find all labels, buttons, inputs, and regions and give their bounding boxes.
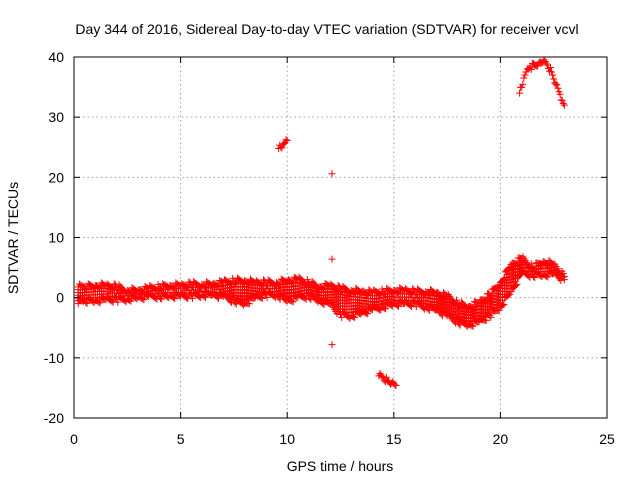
y-tick-label: 20 (48, 169, 64, 185)
data-point (156, 294, 164, 302)
y-tick-label: -20 (44, 410, 64, 426)
data-point (231, 279, 239, 287)
data-point (393, 288, 401, 296)
data-point (319, 299, 327, 307)
data-point (169, 294, 177, 302)
data-point (495, 306, 503, 314)
data-point (82, 285, 90, 293)
data-point (283, 137, 291, 145)
data-point (364, 310, 372, 318)
x-axis-label: GPS time / hours (287, 458, 394, 474)
data-point (552, 80, 560, 88)
data-point (289, 298, 297, 306)
y-axis-label: SDTVAR / TECUs (5, 182, 21, 294)
data-point (453, 296, 461, 304)
grid (74, 57, 607, 418)
data-point (542, 59, 550, 67)
data-point (320, 301, 328, 309)
data-point (127, 297, 135, 305)
data-point (482, 316, 490, 324)
data-point (201, 293, 209, 301)
y-tick-label: 0 (56, 290, 64, 306)
data-point (554, 84, 562, 92)
data-point (425, 306, 433, 314)
data-point (380, 304, 388, 312)
data-point (516, 89, 524, 97)
data-point (556, 90, 564, 98)
data-point (95, 298, 103, 306)
data-point (487, 313, 495, 321)
x-tick-label: 25 (599, 431, 615, 447)
data-point (282, 136, 290, 144)
data-point (556, 271, 564, 279)
data-point (351, 313, 359, 321)
y-tick-label: 10 (48, 230, 64, 246)
data-point (519, 80, 527, 88)
axis-ticks (73, 56, 608, 419)
data-points (74, 56, 568, 390)
data-point (393, 301, 401, 309)
data-point (158, 295, 166, 303)
x-tick-label: 5 (177, 431, 185, 447)
data-point (171, 295, 179, 303)
data-point (263, 293, 271, 301)
data-point (378, 372, 386, 380)
data-point (553, 81, 561, 89)
data-point (328, 255, 336, 263)
data-point (513, 280, 521, 288)
data-point (82, 298, 90, 306)
data-point (95, 283, 103, 291)
data-point (392, 382, 400, 390)
data-point (548, 68, 556, 76)
data-point (156, 285, 164, 293)
data-point (382, 373, 390, 381)
data-point (455, 320, 463, 328)
data-point (376, 305, 384, 313)
y-tick-label: 30 (48, 109, 64, 125)
y-tick-label: 40 (48, 49, 64, 65)
data-point (500, 300, 508, 308)
data-point (530, 273, 538, 281)
data-point (278, 144, 286, 152)
data-point (521, 71, 529, 79)
data-point (152, 285, 160, 293)
tick-labels: 0 5 10 15 20 25 -20 -10 0 10 20 30 40 (44, 49, 615, 447)
chart-title: Day 344 of 2016, Sidereal Day-to-day VTE… (75, 21, 578, 37)
x-tick-label: 15 (386, 431, 402, 447)
x-tick-label: 20 (493, 431, 509, 447)
data-point (280, 140, 288, 148)
data-point (338, 313, 346, 321)
x-tick-label: 0 (70, 431, 78, 447)
data-point (391, 381, 399, 389)
data-point (412, 303, 420, 311)
data-point (543, 260, 551, 268)
data-point (303, 276, 311, 284)
data-point (560, 276, 568, 284)
data-point (549, 71, 557, 79)
data-point (114, 298, 122, 306)
data-point (328, 341, 336, 349)
data-point (527, 65, 535, 73)
data-point (395, 302, 403, 310)
data-point (547, 64, 555, 72)
x-tick-label: 10 (279, 431, 295, 447)
data-point (201, 283, 209, 291)
data-point (550, 75, 558, 83)
data-point (258, 294, 266, 302)
y-tick-label: -10 (44, 350, 64, 366)
data-point (169, 283, 177, 291)
data-point (558, 96, 566, 104)
data-point (188, 294, 196, 302)
data-point (231, 299, 239, 307)
data-point (543, 272, 551, 280)
data-point (527, 260, 535, 268)
data-point (559, 100, 567, 108)
data-point (468, 322, 476, 330)
data-point (534, 62, 542, 70)
data-point (560, 101, 568, 109)
data-point (520, 74, 528, 82)
data-point (328, 170, 336, 178)
